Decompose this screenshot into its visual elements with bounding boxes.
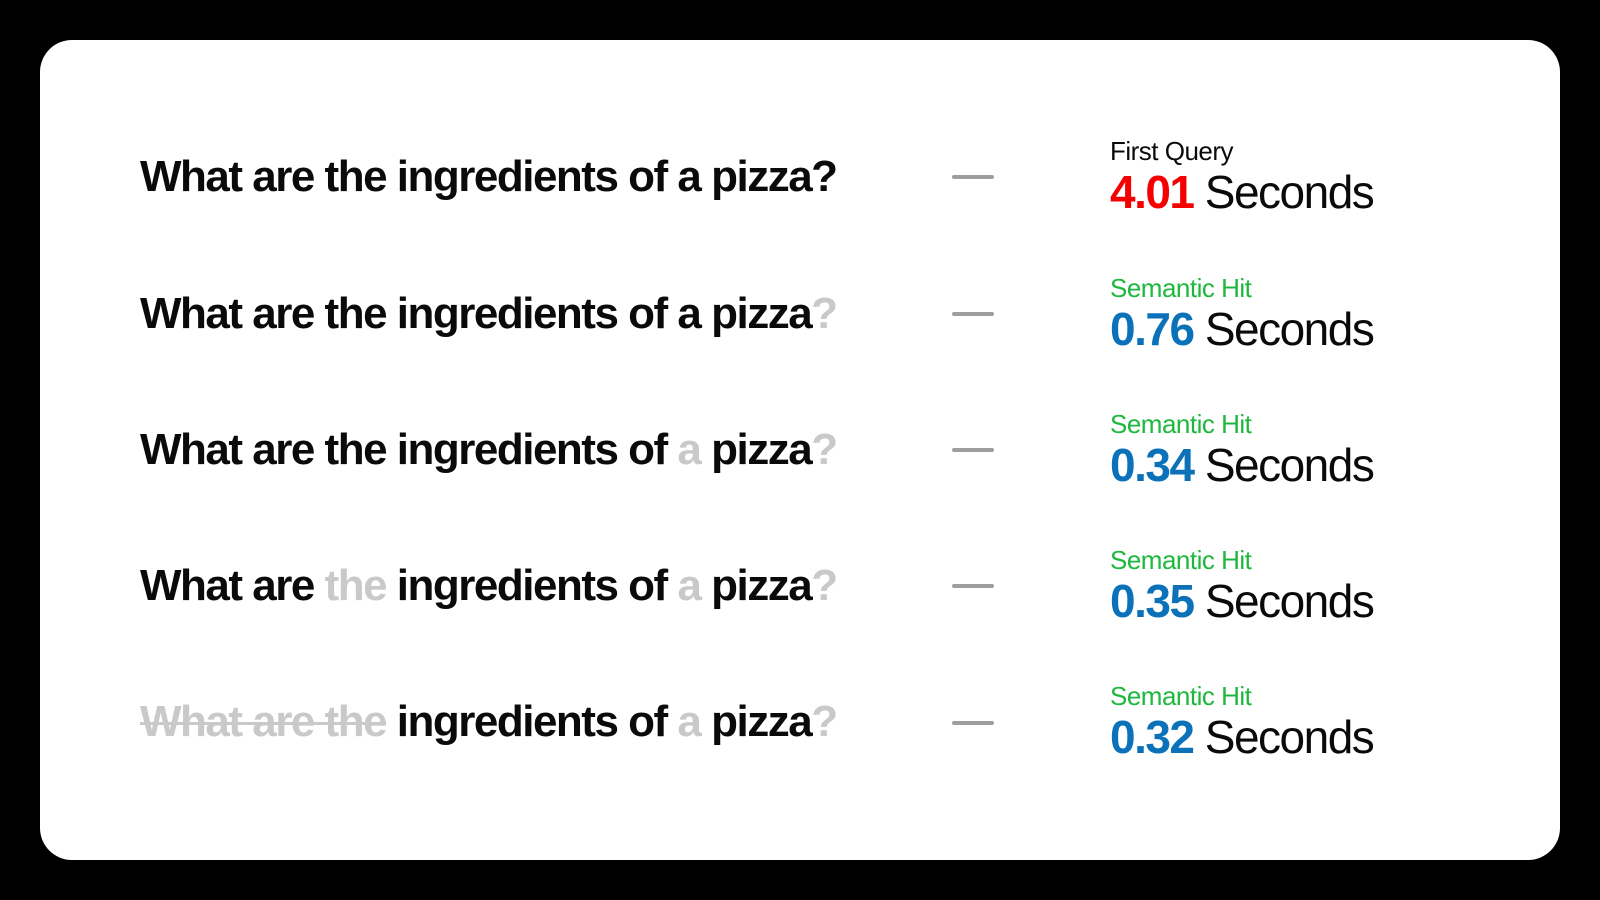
result-block: Semantic Hit0.32 Seconds [1110,683,1470,761]
result-block: Semantic Hit0.34 Seconds [1110,411,1470,489]
query-word: ? [811,289,836,338]
query-word: What are the ingredients of a pizza? [140,152,837,201]
query-text: What are the ingredients of a pizza? [140,426,837,474]
result-block: Semantic Hit0.35 Seconds [1110,547,1470,625]
result-time-value: 0.76 [1110,303,1194,355]
result-time-value: 0.34 [1110,439,1194,491]
query-word: What are the [140,697,386,746]
result-label: First Query [1110,138,1470,164]
separator-dash [952,584,994,588]
separator-dash [952,721,994,725]
result-time-value: 0.32 [1110,711,1194,763]
result-time-unit: Seconds [1205,575,1374,627]
query-row: What are the ingredients of a pizza? Sema… [140,683,1470,761]
result-time: 0.34 Seconds [1110,441,1470,489]
query-word: ? [811,697,836,746]
query-word: pizza [711,697,811,746]
query-word: pizza [711,561,811,610]
query-word: a [677,425,700,474]
result-block: Semantic Hit0.76 Seconds [1110,275,1470,353]
result-time: 4.01 Seconds [1110,168,1470,216]
result-label: Semantic Hit [1110,275,1470,301]
query-row: What are the ingredients of a pizza? Sema… [140,411,1470,489]
query-row: What are the ingredients of a pizza? Firs… [140,138,1470,216]
query-row: What are the ingredients of a pizza? Sema… [140,275,1470,353]
query-word: ingredients of [397,697,667,746]
result-time-unit: Seconds [1205,439,1374,491]
query-word: ? [811,425,836,474]
result-time-unit: Seconds [1205,303,1374,355]
result-time-unit: Seconds [1205,711,1374,763]
separator-dash [952,175,994,179]
comparison-card: What are the ingredients of a pizza? Firs… [40,40,1560,860]
query-word: ? [811,561,836,610]
result-block: First Query4.01 Seconds [1110,138,1470,216]
query-row: What are the ingredients of a pizza? Sema… [140,547,1470,625]
query-word: a [677,561,700,610]
query-word: the [325,561,387,610]
result-time: 0.76 Seconds [1110,305,1470,353]
query-word: What are [140,561,314,610]
query-word: What are the ingredients of [140,425,667,474]
query-text: What are the ingredients of a pizza? [140,290,837,338]
result-label: Semantic Hit [1110,411,1470,437]
separator-dash [952,312,994,316]
result-label: Semantic Hit [1110,683,1470,709]
query-word: What are the ingredients of a pizza [140,289,811,338]
query-text: What are the ingredients of a pizza? [140,153,837,201]
result-time: 0.32 Seconds [1110,713,1470,761]
result-time-value: 4.01 [1110,166,1194,218]
result-label: Semantic Hit [1110,547,1470,573]
query-text: What are the ingredients of a pizza? [140,698,837,746]
separator-dash [952,448,994,452]
result-time-value: 0.35 [1110,575,1194,627]
result-time: 0.35 Seconds [1110,577,1470,625]
query-word: ingredients of [397,561,667,610]
result-time-unit: Seconds [1205,166,1374,218]
query-word: a [677,697,700,746]
query-text: What are the ingredients of a pizza? [140,562,837,610]
query-word: pizza [711,425,811,474]
